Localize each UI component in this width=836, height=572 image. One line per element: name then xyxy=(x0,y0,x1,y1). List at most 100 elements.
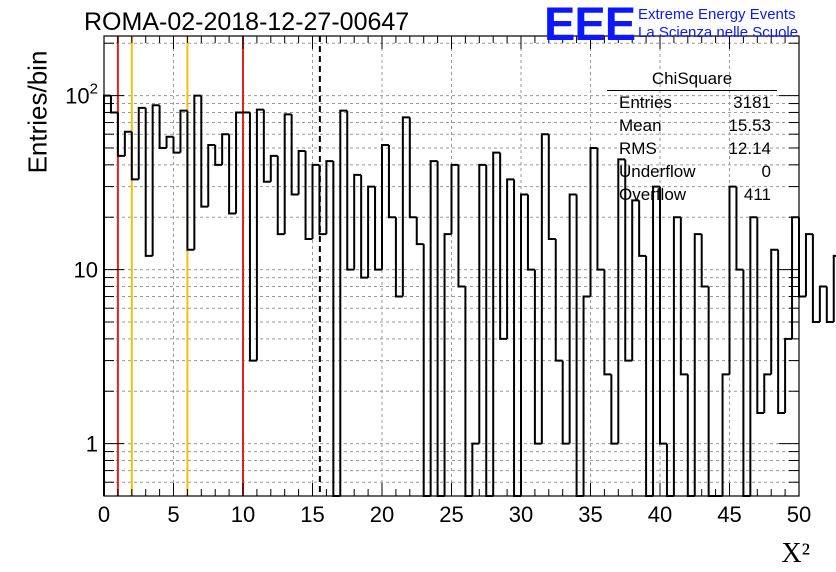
histogram-bin xyxy=(506,178,515,339)
histogram-bin xyxy=(172,136,181,154)
x-tick-label: 45 xyxy=(717,502,741,527)
histogram-bin xyxy=(276,155,285,236)
histogram-bin xyxy=(193,94,202,250)
histogram-bin xyxy=(186,110,195,251)
histogram-bin xyxy=(103,94,111,496)
histogram-bin xyxy=(811,234,820,323)
histogram-bin xyxy=(763,373,772,413)
histogram-bin xyxy=(645,255,654,497)
histogram-bin xyxy=(318,164,327,236)
histogram-bin xyxy=(158,105,167,149)
histogram-bin xyxy=(638,200,647,257)
stats-value: 15.53 xyxy=(728,116,771,135)
histogram-bin xyxy=(603,269,612,376)
histogram-bin xyxy=(228,134,237,215)
eee-logo: EEE xyxy=(544,0,636,50)
stats-title: ChiSquare xyxy=(651,69,733,88)
histogram-bin xyxy=(561,360,570,445)
histogram-bin xyxy=(304,151,313,240)
histogram-bin xyxy=(471,442,480,496)
histogram-bin xyxy=(513,179,521,497)
histogram-bin xyxy=(652,185,660,496)
histogram-bin xyxy=(700,234,709,288)
histogram-bin xyxy=(436,161,445,497)
histogram-bin xyxy=(672,216,681,496)
histogram-bin xyxy=(631,199,640,361)
histogram-bin xyxy=(165,135,174,148)
histogram-bin xyxy=(325,160,334,235)
stats-row-underflow: Underflow 0 xyxy=(613,160,777,183)
stats-value: 3181 xyxy=(733,93,771,112)
histogram-bin xyxy=(130,131,139,181)
histogram-bin xyxy=(353,173,362,270)
histogram-bin xyxy=(381,144,389,270)
histogram-bin xyxy=(728,185,737,375)
histogram-bin xyxy=(151,104,160,256)
stats-box: ChiSquare Entries 3181 Mean 15.53 RMS 12… xyxy=(607,68,777,206)
stats-label: Underflow xyxy=(619,162,696,181)
histogram-bin xyxy=(200,95,209,208)
histogram-bin xyxy=(360,174,369,279)
histogram-bin xyxy=(346,110,355,271)
histogram-bin xyxy=(798,217,806,298)
histogram-bin xyxy=(214,145,223,166)
histogram-bin xyxy=(832,254,836,322)
histogram-bin xyxy=(568,193,577,444)
histogram-bin xyxy=(610,374,619,445)
histogram-bin xyxy=(283,113,292,235)
histogram-bin xyxy=(693,233,702,496)
stats-value: 12.14 xyxy=(728,139,771,158)
histogram-bin xyxy=(137,106,146,180)
histogram-bin xyxy=(290,114,299,196)
stats-row-mean: Mean 15.53 xyxy=(613,114,777,137)
histogram-bin xyxy=(624,159,633,362)
x-axis-label: X² xyxy=(781,538,810,569)
histogram-bin xyxy=(582,295,591,496)
histogram-bin xyxy=(756,217,765,414)
y-tick-label: 1 xyxy=(86,432,98,457)
histogram-bin xyxy=(457,164,466,288)
histogram-bin xyxy=(269,154,278,182)
x-tick-label: 0 xyxy=(98,502,110,527)
histogram-bin xyxy=(735,186,744,271)
histogram-bin xyxy=(478,163,487,444)
histogram-bin xyxy=(589,146,598,297)
histogram-bin xyxy=(492,151,501,496)
histogram-bin xyxy=(339,109,348,496)
x-tick-label: 40 xyxy=(648,502,672,527)
histogram-bin xyxy=(123,130,132,156)
histogram-bin xyxy=(374,186,382,271)
histogram-bin xyxy=(311,163,320,239)
histogram-bin xyxy=(526,194,535,271)
histogram-bin xyxy=(235,111,243,214)
histogram-bin xyxy=(415,217,424,246)
histogram-bin xyxy=(408,117,417,219)
histogram-bin xyxy=(401,116,410,297)
histogram-bin xyxy=(248,112,257,362)
histogram-bin xyxy=(575,194,584,497)
x-tick-label: 10 xyxy=(231,502,255,527)
histogram-bin xyxy=(255,108,264,361)
histogram-bin xyxy=(499,152,508,340)
histogram-bin xyxy=(554,238,563,362)
histogram-bin xyxy=(387,145,396,219)
histogram-bin xyxy=(825,286,834,323)
histogram-bin xyxy=(394,217,403,298)
x-tick-label: 35 xyxy=(578,502,602,527)
x-tick-label: 20 xyxy=(370,502,394,527)
histogram-bin xyxy=(207,144,216,207)
histogram-bin xyxy=(679,217,688,376)
histogram-bin xyxy=(429,160,438,496)
histogram-bin xyxy=(262,109,271,183)
histogram-bin xyxy=(422,244,431,497)
x-tick-label: 15 xyxy=(300,502,324,527)
histogram-bin xyxy=(659,186,667,445)
histogram-bin xyxy=(777,249,786,414)
histogram-bin xyxy=(818,285,827,322)
histogram-bin xyxy=(221,133,230,165)
histogram-bin xyxy=(179,109,188,153)
stats-value: 0 xyxy=(761,162,771,181)
chart-title: ROMA-02-2018-12-27-00647 xyxy=(84,8,410,36)
histogram-bin xyxy=(144,107,153,257)
histogram-bin xyxy=(721,373,730,496)
